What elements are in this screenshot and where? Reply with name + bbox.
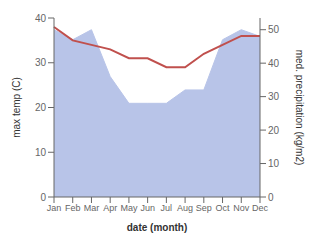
svg-text:0: 0 [40,192,46,203]
svg-text:Jul: Jul [161,203,173,213]
svg-text:20: 20 [268,125,280,136]
svg-text:30: 30 [35,57,47,68]
svg-text:May: May [120,203,138,213]
svg-text:30: 30 [268,91,280,102]
svg-text:Oct: Oct [216,203,231,213]
svg-text:med. precipitation (kg/m2): med. precipitation (kg/m2) [294,50,305,166]
svg-text:max temp (C): max temp (C) [11,77,22,138]
svg-text:40: 40 [35,13,47,24]
svg-text:Apr: Apr [103,203,117,213]
svg-text:Dec: Dec [252,203,269,213]
svg-text:10: 10 [35,147,47,158]
svg-text:Nov: Nov [233,203,250,213]
svg-text:0: 0 [268,192,274,203]
svg-text:40: 40 [268,58,280,69]
svg-text:10: 10 [268,158,280,169]
svg-text:Jan: Jan [47,203,62,213]
svg-text:Sep: Sep [196,203,212,213]
svg-text:date (month): date (month) [127,222,188,233]
svg-text:Aug: Aug [177,203,193,213]
svg-text:20: 20 [35,102,47,113]
svg-text:50: 50 [268,24,280,35]
svg-text:Jun: Jun [140,203,155,213]
svg-text:Mar: Mar [84,203,100,213]
svg-text:Feb: Feb [65,203,81,213]
